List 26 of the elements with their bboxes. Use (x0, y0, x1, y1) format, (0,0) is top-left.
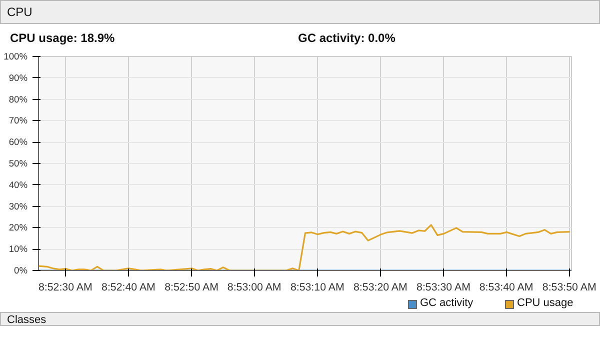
x-tick-label: 8:52:40 AM (102, 282, 156, 294)
legend-label: CPU usage (517, 296, 574, 311)
y-tick-label: 100% (4, 52, 28, 62)
x-tick-label: 8:53:40 AM (479, 282, 534, 294)
x-tick-label: 8:53:30 AM (416, 282, 470, 294)
text: GC activity: 0.0% (298, 30, 396, 47)
y-tick-label: 50% (8, 158, 28, 168)
x-tick-label: 8:53:20 AM (354, 282, 408, 294)
x-tick-label: 8:53:50 AM (542, 282, 596, 294)
chart-title: CPU (7, 4, 32, 21)
legend-label: GC activity (420, 296, 474, 311)
y-tick-label: 80% (8, 94, 28, 104)
x-tick-label: 8:52:50 AM (164, 282, 218, 294)
x-tick-label: 8:53:00 AM (227, 282, 282, 294)
y-tick-label: 90% (8, 72, 28, 83)
y-tick-label: 30% (8, 201, 28, 212)
x-tick-label: 8:53:10 AM (290, 282, 344, 294)
y-tick-label: 60% (8, 137, 28, 148)
y-tick-label: 10% (8, 244, 28, 254)
text: CPU usage: 18.9% (10, 30, 115, 47)
y-tick-label: 70% (8, 116, 28, 126)
y-tick-label: 0% (14, 266, 28, 276)
y-tick-label: 20% (8, 222, 28, 233)
text: Classes (7, 313, 46, 328)
y-tick-label: 40% (8, 180, 28, 190)
x-tick-label: 8:52:30 AM (38, 282, 92, 294)
